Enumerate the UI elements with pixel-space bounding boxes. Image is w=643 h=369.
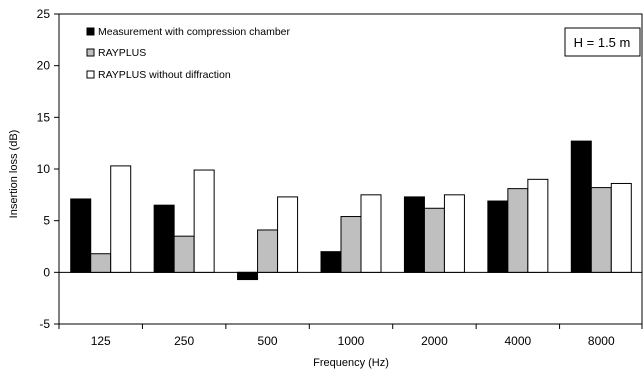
legend-swatch <box>86 27 95 36</box>
y-tick-label: 20 <box>37 59 51 73</box>
y-axis-title: Insertion loss (dB) <box>8 130 20 219</box>
legend: Measurement with compression chamber RAYP… <box>86 26 290 81</box>
plot-area <box>58 13 643 325</box>
legend-label: RAYPLUS <box>98 47 146 59</box>
x-tick-label: 500 <box>258 334 278 348</box>
annotation-frame <box>564 27 641 57</box>
y-axis: -5 0 5 10 15 20 25 <box>37 7 59 331</box>
bars <box>70 140 632 281</box>
bar-1-4000 <box>507 188 529 273</box>
bar-1-2000 <box>423 207 445 273</box>
bar-0-4000 <box>487 200 509 273</box>
annotation-box: H = 1.5 m <box>564 27 641 57</box>
y-tick-label: -5 <box>39 317 50 331</box>
y-tick-label: 15 <box>37 110 51 124</box>
bar-2-1000 <box>360 194 382 273</box>
bar-1-500 <box>257 229 279 273</box>
legend-swatch <box>86 70 95 79</box>
annotation-text: H = 1.5 m <box>574 35 631 50</box>
bar-0-250 <box>153 204 175 273</box>
bar-2-250 <box>193 169 215 273</box>
y-tick-label: 10 <box>37 162 51 176</box>
bar-0-1000 <box>320 251 342 273</box>
bar-2-8000 <box>610 182 632 273</box>
legend-label: Measurement with compression chamber <box>98 26 290 38</box>
x-tick-label: 125 <box>91 334 111 348</box>
x-axis-title: Frequency (Hz) <box>313 357 389 369</box>
x-tick-label: 2000 <box>421 334 448 348</box>
bar-1-8000 <box>590 187 612 273</box>
bar-2-4000 <box>527 178 549 273</box>
y-tick-label: 0 <box>43 265 50 279</box>
legend-label: RAYPLUS without diffraction <box>98 69 231 81</box>
x-tick-label: 250 <box>174 334 194 348</box>
x-tick-label: 8000 <box>588 334 615 348</box>
bar-0-125 <box>70 198 92 273</box>
bar-1-250 <box>173 235 195 273</box>
bar-1-1000 <box>340 216 362 273</box>
legend-swatch <box>86 48 95 57</box>
plot-border <box>58 13 643 325</box>
x-tick-label: 4000 <box>505 334 532 348</box>
x-tick-label: 1000 <box>338 334 365 348</box>
x-axis: 125 250 500 1000 2000 4000 8000 <box>58 324 643 348</box>
bar-2-125 <box>110 165 132 273</box>
bar-2-2000 <box>443 194 465 273</box>
bar-0-500 <box>237 271 259 281</box>
bar-0-2000 <box>403 196 425 273</box>
bar-1-125 <box>90 253 112 273</box>
bar-0-8000 <box>570 140 592 273</box>
y-tick-label: 25 <box>37 7 51 21</box>
y-tick-label: 5 <box>43 214 50 228</box>
bar-2-500 <box>277 196 299 273</box>
